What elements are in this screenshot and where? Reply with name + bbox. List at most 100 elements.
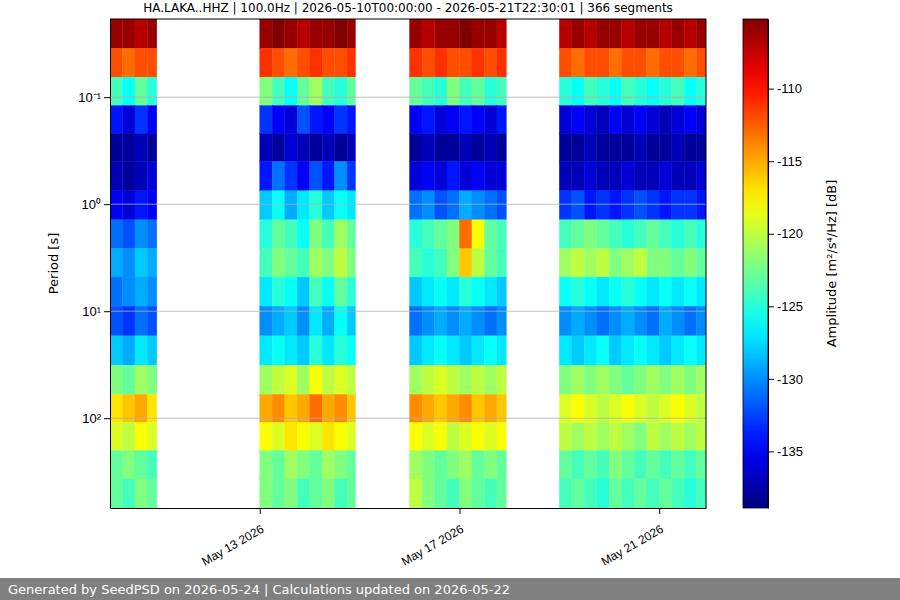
heatmap-cell (684, 48, 696, 77)
heatmap-cell (559, 450, 571, 479)
heatmap-cell (697, 19, 706, 48)
heatmap-cell (447, 77, 459, 105)
heatmap-cell (497, 423, 506, 451)
heatmap-cell (647, 106, 659, 134)
heatmap-cell (597, 479, 609, 508)
heatmap-cell (622, 249, 634, 277)
heatmap-cell (135, 191, 147, 220)
heatmap-cell (497, 191, 506, 220)
heatmap-cell (609, 306, 621, 336)
heatmap-cell (122, 162, 134, 191)
heatmap-cell (609, 249, 621, 277)
heatmap-cell (435, 19, 447, 48)
heatmap-cell (684, 134, 696, 162)
heatmap-cell (609, 450, 621, 479)
heatmap-cell (110, 19, 122, 48)
heatmap-cell (310, 336, 322, 365)
heatmap-cell (684, 249, 696, 277)
heatmap-cell (447, 479, 459, 508)
heatmap-cell (447, 277, 459, 306)
heatmap-cell (447, 134, 459, 162)
heatmap-cell (135, 77, 147, 105)
heatmap-cell (347, 306, 355, 336)
heatmap-cell (347, 19, 355, 48)
heatmap-cell (472, 19, 484, 48)
heatmap-cell (459, 450, 471, 479)
heatmap-cell (110, 249, 122, 277)
colorbar-tick-mark (768, 379, 774, 380)
heatmap-cell (684, 106, 696, 134)
heatmap-cell (335, 450, 347, 479)
heatmap-cell (659, 191, 671, 220)
colorbar-tick-mark (768, 234, 774, 235)
heatmap-cell (459, 162, 471, 191)
heatmap-cell (584, 48, 596, 77)
heatmap-cell (559, 306, 571, 336)
heatmap-cell (435, 450, 447, 479)
y-tick-label: 10⁻¹ (78, 90, 101, 105)
heatmap-cell (597, 134, 609, 162)
x-tick-label: May 17 2026 (399, 522, 466, 569)
heatmap-cell (122, 336, 134, 365)
heatmap-cell (634, 277, 646, 306)
heatmap-cell (435, 479, 447, 508)
heatmap-cell (285, 77, 297, 105)
heatmap-cell (447, 450, 459, 479)
heatmap-cell (147, 162, 156, 191)
heatmap-cell (659, 306, 671, 336)
heatmap-cell (484, 306, 496, 336)
grid (110, 97, 706, 418)
heatmap-cell (572, 220, 584, 249)
heatmap-cell (435, 277, 447, 306)
heatmap-cell (622, 106, 634, 134)
heatmap-cell (335, 306, 347, 336)
heatmap-cell (310, 134, 322, 162)
heatmap-cell (497, 365, 506, 394)
heatmap-cell (609, 277, 621, 306)
chart-svg: 10⁻¹10⁰10¹10²May 13 2026May 17 2026May 2… (0, 0, 900, 600)
heatmap-cell (472, 162, 484, 191)
heatmap-cell (272, 77, 284, 105)
heatmap-cell (459, 191, 471, 220)
heatmap-cell (422, 134, 434, 162)
heatmap-cell (597, 249, 609, 277)
heatmap-cell (622, 220, 634, 249)
heatmap-cell (472, 77, 484, 105)
heatmap-cell (447, 423, 459, 451)
x-tick-mark (260, 508, 261, 514)
x-tick-mark (659, 508, 660, 514)
heatmap-cell (622, 134, 634, 162)
heatmap-cell (272, 249, 284, 277)
heatmap-cell (634, 106, 646, 134)
heatmap-cell (572, 336, 584, 365)
heatmap-cell (285, 479, 297, 508)
heatmap-cell (572, 77, 584, 105)
heatmap-cell (609, 162, 621, 191)
heatmap-cell (634, 450, 646, 479)
grid-line (110, 204, 706, 205)
heatmap-cell (410, 336, 422, 365)
colorbar-tick-mark (768, 451, 774, 452)
heatmap-cell (609, 365, 621, 394)
heatmap-cell (347, 336, 355, 365)
heatmap-cell (647, 423, 659, 451)
heatmap-cell (634, 77, 646, 105)
heatmap-cell (310, 19, 322, 48)
heatmap-cell (422, 19, 434, 48)
heatmap-cell (297, 48, 309, 77)
heatmap-cell (584, 423, 596, 451)
heatmap-cell (422, 220, 434, 249)
heatmap-cell (634, 220, 646, 249)
heatmap-cell (435, 162, 447, 191)
heatmap-cell (559, 106, 571, 134)
heatmap-cell (322, 479, 334, 508)
heatmap-cell (110, 220, 122, 249)
heatmap-cell (497, 134, 506, 162)
heatmap-cell (497, 220, 506, 249)
heatmap-cell (135, 48, 147, 77)
heatmap-cell (322, 249, 334, 277)
heatmap-cell (422, 277, 434, 306)
heatmap-cell (285, 306, 297, 336)
heatmap-cell (447, 306, 459, 336)
heatmap-cell (697, 48, 706, 77)
